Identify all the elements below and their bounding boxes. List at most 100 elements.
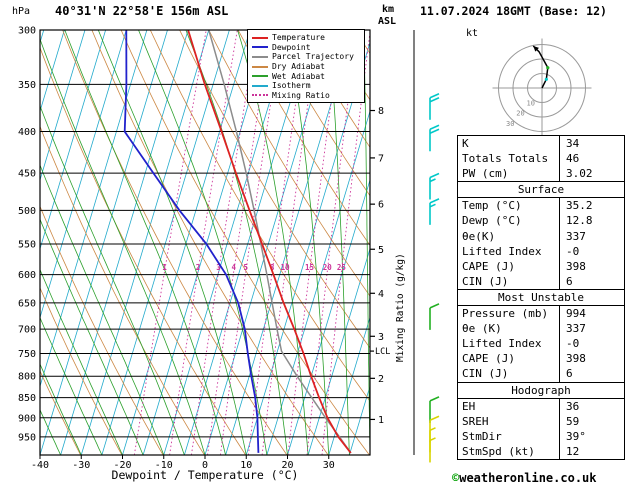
stat-row: Temp (°C) 35.2 [458,198,624,214]
legend-swatch [252,55,268,58]
asl-axis-label: ASL [378,16,397,27]
stat-label: Pressure (mb) [458,306,560,322]
legend-label: Dewpoint [272,42,311,52]
hodograph-trace [532,45,549,89]
stat-label: θe (K) [458,321,560,337]
stat-label: PW (cm) [458,166,560,182]
isotherms [40,30,370,455]
stat-label: EH [458,398,560,414]
svg-text:400: 400 [18,127,36,138]
stat-row: K 34 [458,136,624,152]
svg-text:800: 800 [18,372,36,383]
svg-text:10: 10 [281,263,291,272]
svg-text:750: 750 [18,349,36,360]
svg-text:950: 950 [18,432,36,443]
svg-text:300: 300 [18,26,36,37]
stat-label: StmSpd (kt) [458,443,560,459]
stat-label: CAPE (J) [458,351,560,367]
stat-label: K [458,136,560,152]
svg-text:550: 550 [18,239,36,250]
svg-text:650: 650 [18,298,36,309]
stats-table: K 34 Totals Totals 46 PW (cm) 3.02 Surface Temp… [457,135,625,460]
stat-value: -0 [566,337,580,351]
stat-value: 12.8 [566,214,593,228]
stat-section-header: Hodograph [458,381,624,399]
legend-swatch [252,46,268,49]
svg-text:25: 25 [337,263,346,272]
legend-item-dewpoint: Dewpoint [252,43,364,53]
stat-row: CAPE (J) 398 [458,351,624,367]
stat-value: 3.02 [566,167,593,181]
svg-text:15: 15 [305,263,314,272]
stat-value: 6 [566,367,573,381]
wind-barb [429,93,440,120]
svg-text:10: 10 [240,460,252,471]
stat-value: 994 [566,307,586,321]
svg-text:4: 4 [231,263,236,272]
stat-value: 12 [566,444,580,458]
copyright: ©weatheronline.co.uk [452,471,597,485]
legend-item-wet-adiabat: Wet Adiabat [252,71,364,81]
stat-value: 337 [566,322,586,336]
legend-item-isotherm: Isotherm [252,81,364,91]
hodograph-ring-label: 30 [506,120,514,128]
stat-row: PW (cm) 3.02 [458,166,624,182]
svg-text:6: 6 [378,200,384,211]
copyright-text: weatheronline.co.uk [459,471,597,485]
pressure-unit-label: hPa [12,6,31,17]
stat-row: StmSpd (kt) 12 [458,443,624,459]
stat-label: Totals Totals [458,151,560,167]
sounding-curves [123,30,352,454]
legend: Temperature Dewpoint Parcel Trajectory Dry … [247,29,365,104]
legend-swatch [252,36,268,39]
stat-label: CAPE (J) [458,258,560,274]
stat-row: θe(K) 337 [458,228,624,244]
svg-text:350: 350 [18,80,36,91]
stat-row: CAPE (J) 398 [458,258,624,274]
legend-label: Parcel Trajectory [272,52,354,62]
skewt-diagram: 1 2 3 4 5 8 10 15 20 2530035040045050055060065070… [18,26,440,471]
stat-value: 34 [566,137,580,150]
wind-barbs [429,93,440,463]
svg-text:900: 900 [18,413,36,424]
parcel-trajectory-curve [208,30,352,454]
stat-value: -0 [566,244,580,258]
legend-item-dry-adiabat: Dry Adiabat [252,62,364,72]
stat-value: 398 [566,259,586,273]
stat-label: CIN (J) [458,273,560,289]
station-title: 40°31'N 22°58'E 156m ASL [55,4,229,18]
legend-swatch [252,84,268,87]
hodograph-grid [492,38,592,138]
wind-barb [429,198,440,225]
stat-value: 6 [566,274,573,288]
x-axis-title: Dewpoint / Temperature (°C) [111,468,299,482]
stat-row: CIN (J) 6 [458,366,624,382]
stat-row: Lifted Index -0 [458,336,624,352]
svg-text:7: 7 [378,153,384,164]
temperature-axis-labels: -40 -30 -20 -10 0 10 20 30 [31,455,335,471]
svg-text:-30: -30 [72,460,90,471]
stat-label: SREH [458,413,560,429]
svg-text:-20: -20 [113,460,131,471]
lcl-marker: LCL [370,347,390,357]
stat-section-header: Surface [458,181,624,199]
legend-swatch [252,94,268,97]
stat-label: Temp (°C) [458,198,560,214]
stat-row: SREH 59 [458,413,624,429]
legend-label: Mixing Ratio [272,90,330,100]
hodograph-ring-label: 10 [527,99,535,107]
stat-label: Lifted Index [458,336,560,352]
svg-text:20: 20 [281,460,293,471]
dewpoint-curve [123,30,260,453]
svg-text:8: 8 [270,263,275,272]
svg-text:500: 500 [18,206,36,217]
stat-value: 39° [566,429,586,443]
stat-row: CIN (J) 6 [458,273,624,289]
mixing-ratio-labels: 1 2 3 4 5 8 10 15 20 25 [162,263,346,272]
svg-text:-40: -40 [31,460,49,471]
svg-text:850: 850 [18,393,36,404]
svg-text:30: 30 [323,460,335,471]
svg-text:LCL: LCL [375,347,390,357]
stat-label: Dewp (°C) [458,213,560,229]
